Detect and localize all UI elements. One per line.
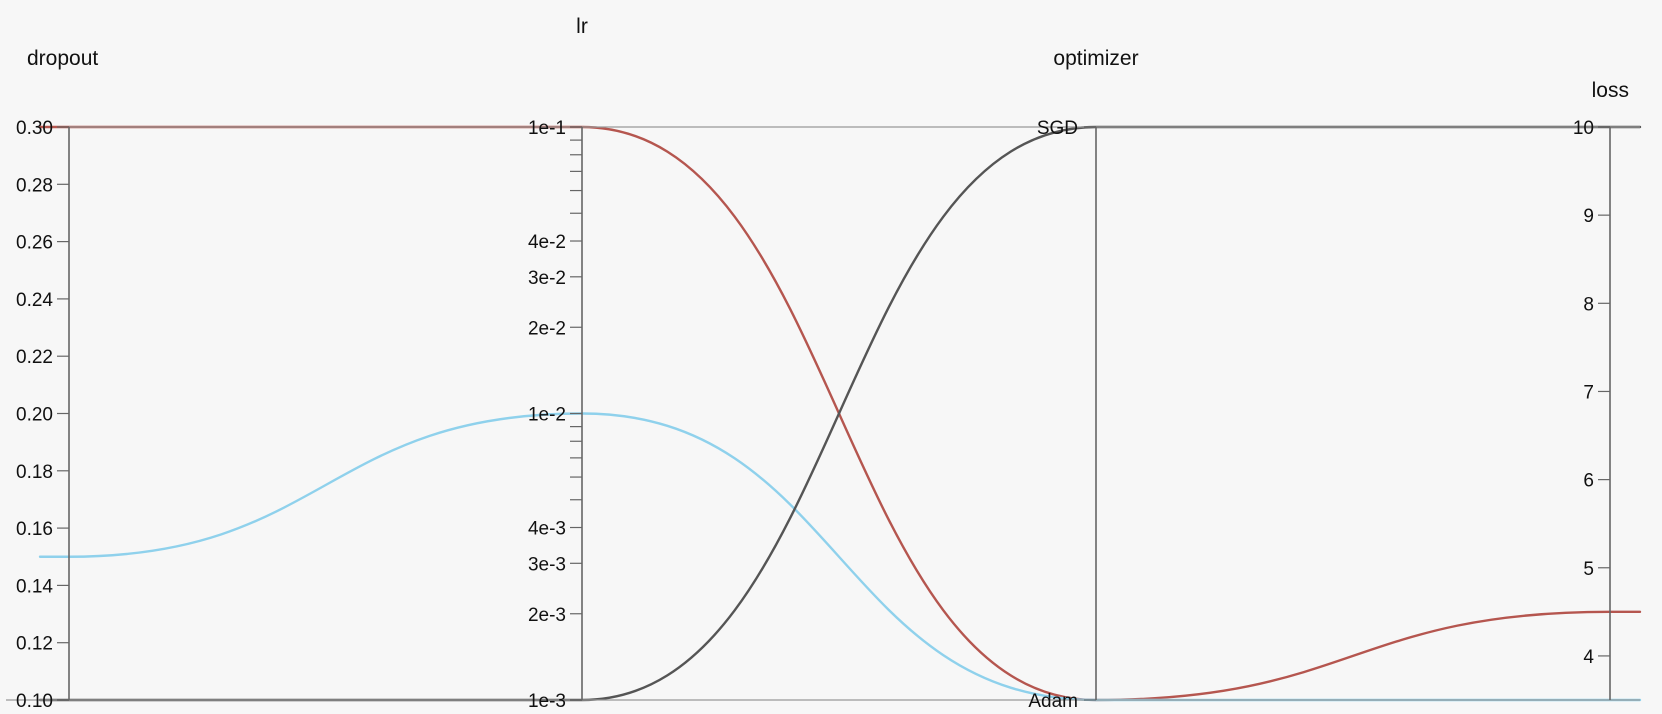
tick-label: 0.18 [16,462,53,483]
tick-label: 10 [1573,118,1594,139]
tick-label: 3e-2 [528,268,566,289]
axis-title-lr: lr [576,15,588,38]
trace-line-2 [38,125,1642,702]
tick-label: 0.12 [16,634,53,655]
tick-label: 0.10 [16,691,53,712]
tick-label: 9 [1583,206,1594,227]
axis-dropout: dropout 0.10 0.12 0.14 0.16 0.18 0.20 0.22 0.24 0… [16,47,98,712]
tick-label: 0.20 [16,405,53,426]
tick-label: 0.26 [16,233,53,254]
axis-title-dropout: dropout [27,47,98,70]
axis-optimizer: optimizer Adam SGD [1028,47,1138,712]
tick-label: 7 [1583,382,1594,403]
axes-layer: dropout 0.10 0.12 0.14 0.16 0.18 0.20 0.22 0.24 0… [6,15,1640,712]
tick-label: 1e-1 [528,118,566,139]
trace-line-1 [38,412,1642,702]
tick-label: 2e-3 [528,605,566,626]
tick-label: 5 [1583,559,1594,580]
tick-label: 0.30 [16,118,53,139]
tick-label: SGD [1037,118,1078,139]
axis-title-optimizer: optimizer [1053,47,1138,70]
tick-label: 8 [1583,294,1594,315]
tick-label: Adam [1028,691,1078,712]
tick-label: 4 [1583,647,1594,668]
axis-title-loss: loss [1592,79,1629,102]
tick-label: 6 [1583,471,1594,492]
tick-label: 3e-3 [528,554,566,575]
tick-label: 0.24 [16,290,53,311]
axis-loss: loss 4 5 6 7 8 9 10 [1573,79,1629,700]
tick-label: 4e-3 [528,519,566,540]
tick-label: 0.16 [16,519,53,540]
tick-label: 2e-2 [528,318,566,339]
tick-label: 0.14 [16,576,53,597]
tick-label: 0.22 [16,347,53,368]
axis-lr: lr 1e-3 2e-3 3e-3 4e-3 1e-2 2e-2 3e-2 4e-2 1e-1 [528,15,588,712]
tick-label: 0.28 [16,175,53,196]
traces-layer [38,125,1642,702]
tick-label: 1e-2 [528,405,566,426]
tick-label: 1e-3 [528,691,566,712]
tick-label: 4e-2 [528,232,566,253]
